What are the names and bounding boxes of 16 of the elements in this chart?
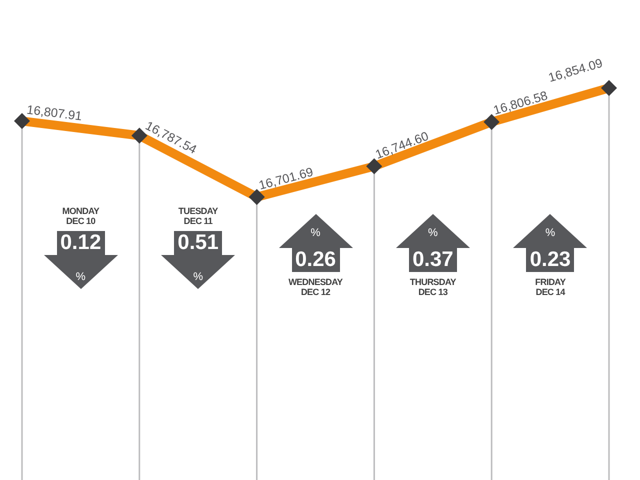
text: 0.37: [412, 248, 454, 271]
text: 0.23: [530, 248, 571, 271]
text: 0.51: [178, 231, 219, 254]
text: %: [310, 227, 320, 239]
text: WEDNESDAY DEC 12: [288, 277, 343, 297]
text: %: [545, 227, 556, 239]
text: %: [76, 271, 86, 283]
data-label: 16,807.91: [26, 102, 83, 124]
text: TUESDAY DEC 11: [178, 206, 218, 226]
text: 0.26: [295, 248, 336, 271]
text: THURSDAY DEC 13: [410, 277, 456, 297]
text: %: [193, 271, 203, 283]
text: FRIDAY DEC 14: [535, 277, 566, 297]
text: MONDAY DEC 10: [62, 206, 100, 226]
text: %: [428, 227, 438, 239]
text: 0.12: [60, 231, 102, 254]
